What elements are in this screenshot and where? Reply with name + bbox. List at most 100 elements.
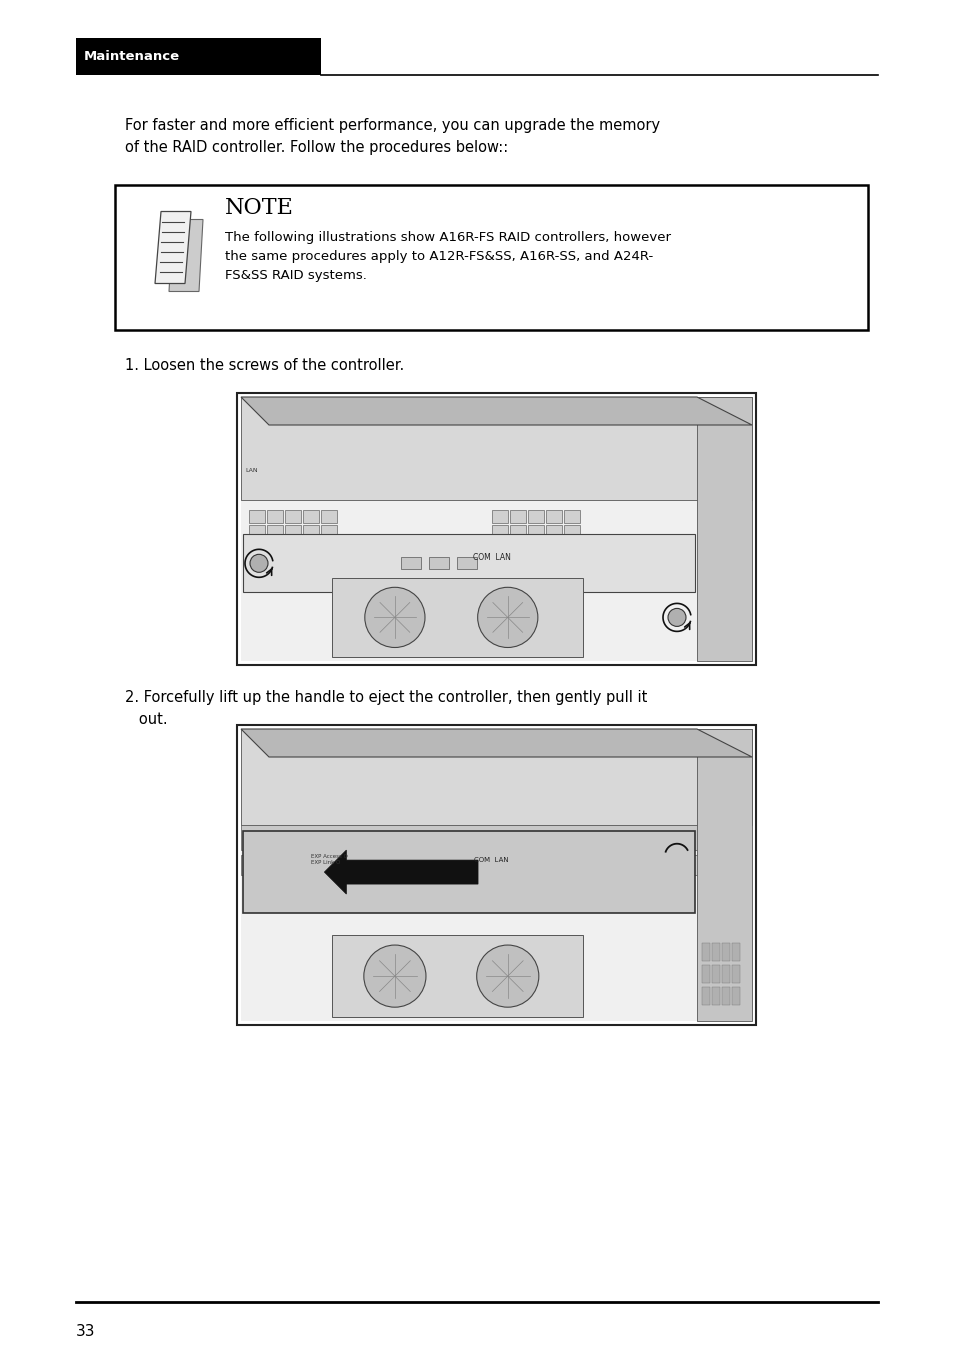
Bar <box>241 855 697 875</box>
Bar <box>563 510 579 524</box>
Bar <box>492 878 505 890</box>
Bar <box>241 397 751 662</box>
Bar <box>285 540 301 553</box>
Text: Maintenance: Maintenance <box>84 50 180 63</box>
Bar <box>267 555 283 568</box>
Text: FS&SS RAID systems.: FS&SS RAID systems. <box>225 269 367 282</box>
Polygon shape <box>241 729 751 757</box>
Bar <box>492 833 505 845</box>
Bar <box>332 936 582 1017</box>
Text: 2. Forcefully lift up the handle to eject the controller, then gently pull it: 2. Forcefully lift up the handle to ejec… <box>125 690 647 705</box>
Polygon shape <box>241 397 751 425</box>
Bar <box>303 525 318 539</box>
Bar <box>701 965 709 983</box>
Bar <box>711 965 720 983</box>
Bar <box>492 525 507 539</box>
Text: NOTE: NOTE <box>225 197 294 219</box>
Text: The following illustrations show A16R-FS RAID controllers, however: The following illustrations show A16R-FS… <box>225 231 670 244</box>
Text: EXP Access O
EXP Link O: EXP Access O EXP Link O <box>311 855 347 865</box>
Text: of the RAID controller. Follow the procedures below::: of the RAID controller. Follow the proce… <box>125 140 508 155</box>
Bar <box>509 863 523 875</box>
Bar <box>320 863 335 875</box>
Bar <box>285 863 298 875</box>
Bar <box>267 863 281 875</box>
Bar <box>701 987 709 1004</box>
Bar <box>320 878 335 890</box>
Bar <box>236 725 755 1025</box>
Circle shape <box>250 555 268 572</box>
Bar <box>115 185 867 329</box>
Circle shape <box>476 945 538 1007</box>
Bar <box>563 863 578 875</box>
Bar <box>267 878 281 890</box>
Bar <box>721 965 729 983</box>
Bar <box>492 555 507 568</box>
Bar <box>401 558 421 570</box>
Text: LAN: LAN <box>245 468 257 474</box>
Bar <box>545 848 559 860</box>
Bar <box>509 555 525 568</box>
Bar <box>721 987 729 1004</box>
Polygon shape <box>154 212 191 284</box>
Bar <box>303 510 318 524</box>
Bar <box>249 878 263 890</box>
Bar <box>285 525 301 539</box>
Bar <box>527 878 541 890</box>
Text: COM  LAN: COM LAN <box>472 554 510 562</box>
Bar <box>303 863 316 875</box>
Circle shape <box>477 587 537 648</box>
Bar <box>320 525 336 539</box>
Circle shape <box>364 587 424 648</box>
Bar <box>285 848 298 860</box>
Bar <box>249 833 263 845</box>
Bar <box>320 555 336 568</box>
Bar <box>76 38 320 76</box>
Bar <box>408 867 430 880</box>
Bar <box>303 878 316 890</box>
Bar <box>527 510 543 524</box>
Bar <box>509 525 525 539</box>
Bar <box>267 848 281 860</box>
Bar <box>249 848 263 860</box>
Text: 33: 33 <box>76 1324 95 1339</box>
Bar <box>697 729 751 1021</box>
Bar <box>711 987 720 1004</box>
Bar <box>320 510 336 524</box>
Bar <box>285 878 298 890</box>
Bar <box>429 558 449 570</box>
Text: COM  LAN: COM LAN <box>474 857 508 863</box>
Bar <box>731 987 740 1004</box>
Bar <box>267 833 281 845</box>
Text: the same procedures apply to A12R-FS&SS, A16R-SS, and A24R-: the same procedures apply to A12R-FS&SS,… <box>225 250 653 263</box>
Bar <box>285 833 298 845</box>
Bar <box>545 878 559 890</box>
Bar <box>527 555 543 568</box>
Bar <box>320 540 336 553</box>
Bar <box>249 863 263 875</box>
Bar <box>545 510 561 524</box>
Bar <box>509 540 525 553</box>
Bar <box>563 848 578 860</box>
Bar <box>332 578 582 657</box>
Bar <box>492 510 507 524</box>
Circle shape <box>667 609 685 626</box>
Bar <box>527 848 541 860</box>
Bar <box>492 863 505 875</box>
Bar <box>721 944 729 961</box>
Bar <box>545 540 561 553</box>
Bar <box>492 848 505 860</box>
Bar <box>697 397 751 662</box>
Bar <box>509 833 523 845</box>
Bar <box>563 833 578 845</box>
Bar <box>241 397 751 501</box>
Bar <box>545 525 561 539</box>
Bar <box>241 729 751 1021</box>
Bar <box>509 878 523 890</box>
Bar <box>241 729 751 825</box>
Bar <box>509 510 525 524</box>
Bar <box>527 863 541 875</box>
Bar <box>303 833 316 845</box>
Text: For faster and more efficient performance, you can upgrade the memory: For faster and more efficient performanc… <box>125 117 659 134</box>
Bar <box>563 878 578 890</box>
Bar <box>492 540 507 553</box>
